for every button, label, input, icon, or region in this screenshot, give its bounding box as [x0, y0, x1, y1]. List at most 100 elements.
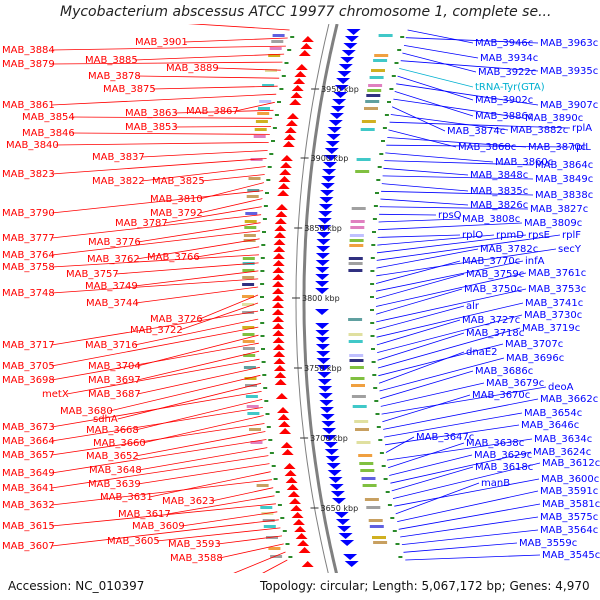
forward-gene-arrow [286, 113, 299, 119]
outer-tick-dot [372, 231, 376, 233]
forward-gene-arrow [277, 407, 289, 413]
outer-tick-dot [398, 556, 403, 558]
outer-tick-dot [370, 335, 375, 337]
reverse-gene-label: MAB_3849c [535, 174, 593, 185]
reverse-gene-label: MAB_3935c [540, 66, 598, 77]
reverse-gene-label: MAB_3730c [524, 310, 582, 321]
inner-tick-dot [261, 361, 266, 363]
forward-gene-arrow [301, 561, 314, 567]
topology-summary-text: Topology: circular; Length: 5,067,172 bp… [260, 579, 590, 593]
forward-gene-arrow [275, 211, 288, 217]
feature-block-outer [356, 441, 371, 444]
forward-gene-label: MAB_3787 [115, 218, 168, 229]
reverse-gene-arrow [328, 120, 343, 126]
forward-leader-line [199, 294, 259, 320]
forward-leader-line [115, 262, 259, 275]
forward-gene-label: metX [42, 389, 69, 400]
forward-gene-arrow [272, 309, 284, 315]
forward-leader-line [135, 399, 263, 431]
inner-tick-dot [264, 400, 269, 402]
reverse-gene-arrow [316, 239, 331, 245]
feature-block-inner [246, 405, 259, 408]
forward-gene-label: MAB_3648 [89, 465, 142, 476]
forward-gene-label: MAB_3722 [130, 325, 183, 336]
forward-gene-label: MAB_3673 [2, 422, 55, 433]
forward-leader-line [109, 374, 261, 412]
outer-tick-dot [385, 491, 390, 493]
forward-gene-arrow [278, 421, 291, 427]
outer-tick-dot [381, 140, 385, 142]
forward-leader-line [181, 511, 278, 527]
reverse-leader-line [384, 424, 520, 446]
feature-block-outer [373, 59, 388, 62]
forward-gene-label: MAB_3593 [168, 539, 221, 550]
forward-leader-line [137, 222, 261, 243]
inner-tick-dot [266, 179, 271, 181]
forward-gene-arrow [282, 141, 295, 147]
forward-leader-line [51, 407, 263, 442]
inner-tick-dot [284, 62, 289, 64]
reverse-gene-arrow [337, 526, 352, 532]
feature-block-inner [242, 326, 255, 329]
reverse-gene-label: MAB_3782c [480, 244, 538, 255]
outer-tick-dot [383, 478, 388, 480]
forward-gene-arrow [290, 505, 303, 511]
reverse-leader-line [376, 248, 557, 277]
forward-leader-line [137, 350, 260, 381]
outer-tick-dot [370, 257, 375, 259]
reverse-gene-arrow [324, 449, 339, 455]
reverse-leader-line [383, 398, 539, 430]
reverse-leader-line [377, 234, 461, 238]
inner-tick-dot [269, 452, 274, 454]
feature-block-inner [265, 69, 277, 72]
outer-tick-dot [376, 426, 381, 428]
inner-tick-dot [271, 140, 275, 142]
reverse-gene-label: MAB_3727c [462, 315, 520, 326]
forward-leader-line [184, 37, 288, 43]
reverse-gene-label: MAB_3600c [541, 474, 599, 485]
forward-leader-line [51, 342, 259, 381]
inner-tick-dot [279, 88, 284, 90]
forward-gene-arrow [300, 43, 313, 49]
forward-gene-label: MAB_3680 [60, 406, 113, 417]
reverse-gene-arrow [336, 78, 351, 84]
reverse-gene-label: MAB_3581c [542, 499, 600, 510]
forward-gene-arrow [284, 127, 297, 133]
forward-gene-arrow [293, 78, 306, 84]
reverse-gene-arrow [344, 36, 359, 42]
forward-gene-arrow [272, 253, 285, 259]
forward-gene-arrow [272, 316, 285, 322]
reverse-gene-arrow [343, 554, 358, 560]
reverse-leader-line [376, 302, 524, 338]
feature-block-outer [349, 359, 364, 362]
feature-block-outer [368, 84, 383, 87]
feature-block-outer [350, 226, 365, 229]
forward-gene-label: MAB_3726 [150, 314, 203, 325]
feature-block-inner [254, 128, 267, 131]
forward-gene-label: MAB_3762 [87, 254, 140, 265]
inner-tick-dot [265, 192, 269, 194]
reverse-gene-label: MAB_3870c [528, 142, 586, 153]
forward-gene-label: MAB_3704 [88, 361, 141, 372]
outer-tick-dot [373, 205, 378, 207]
position-tick-label: 3750 kbp [304, 364, 342, 373]
outer-tick-dot [375, 413, 380, 415]
forward-gene-label: MAB_3705 [2, 361, 55, 372]
forward-gene-arrow [275, 204, 288, 210]
reverse-gene-arrow [318, 211, 333, 217]
forward-gene-arrow [294, 526, 307, 532]
feature-block-inner [259, 100, 272, 103]
reverse-gene-label: MAB_3922c [478, 67, 536, 78]
reverse-gene-arrow [316, 246, 331, 252]
reverse-gene-label: MAB_3761c [528, 268, 586, 279]
feature-block-outer [348, 340, 363, 343]
feature-block-inner [242, 340, 255, 343]
forward-gene-label: MAB_3668 [86, 425, 139, 436]
reverse-gene-arrow [330, 491, 345, 497]
reverse-leader-line [400, 60, 539, 72]
reverse-leader-line [402, 52, 477, 73]
outer-tick-dot [370, 270, 375, 272]
forward-gene-label: MAB_3790 [2, 208, 55, 219]
reverse-leader-line [387, 442, 465, 469]
